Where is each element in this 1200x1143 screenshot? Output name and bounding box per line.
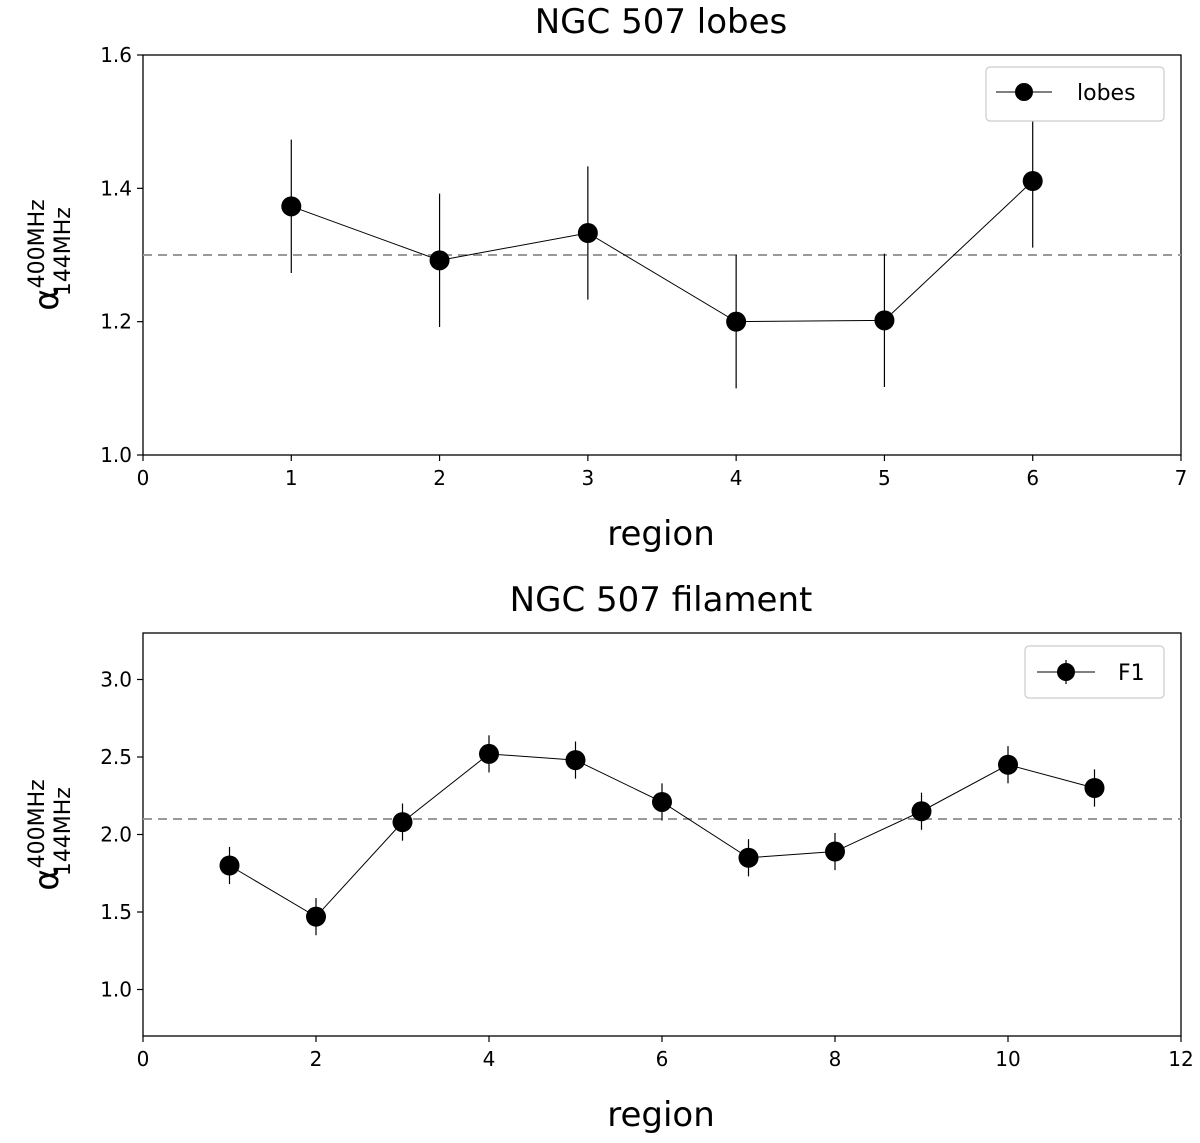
x-tick-label: 5 xyxy=(878,466,891,490)
y-axis-label: α400MHz144MHz xyxy=(25,199,76,311)
x-tick-label: 6 xyxy=(1026,466,1039,490)
y-tick-label: 1.6 xyxy=(100,43,132,67)
x-tick-label: 12 xyxy=(1168,1047,1193,1071)
x-axis-label: region xyxy=(607,514,715,554)
data-point xyxy=(738,847,759,868)
y-axis-label: α400MHz144MHz xyxy=(25,779,76,891)
y-tick-label: 2.0 xyxy=(100,823,132,847)
x-tick-label: 4 xyxy=(730,466,743,490)
data-point xyxy=(726,311,747,332)
x-tick-label: 6 xyxy=(656,1047,669,1071)
x-tick-label: 2 xyxy=(433,466,446,490)
y-tick-label: 1.0 xyxy=(100,443,132,467)
y-tick-label: 3.0 xyxy=(100,668,132,692)
legend-marker xyxy=(1015,83,1033,101)
y-tick-label: 1.0 xyxy=(100,978,132,1002)
x-tick-label: 7 xyxy=(1175,466,1188,490)
chart-title: NGC 507 lobes xyxy=(535,2,788,42)
chart-title: NGC 507 filament xyxy=(510,580,813,620)
data-point xyxy=(479,743,499,764)
y-tick-label: 2.5 xyxy=(100,745,132,769)
data-point xyxy=(1084,778,1105,798)
x-axis-label: region xyxy=(607,1095,715,1135)
data-point xyxy=(577,223,598,243)
data-series xyxy=(281,114,1043,389)
lobes-chart: NGC 507 lobes 0 1 2 3 4 5 6 7 1.0 1.2 1.4 1.6 regi… xyxy=(25,2,1187,554)
data-point xyxy=(306,906,326,927)
data-point xyxy=(219,855,240,876)
x-tick-label: 0 xyxy=(137,466,150,490)
series-line xyxy=(291,180,1034,323)
data-point xyxy=(911,801,932,822)
y-axis-ticks: 1.0 1.2 1.4 1.6 xyxy=(100,43,143,467)
data-point xyxy=(429,250,450,271)
y-tick-label: 1.5 xyxy=(100,900,132,924)
y-tick-label: 1.4 xyxy=(100,176,132,200)
data-point xyxy=(565,750,586,771)
x-tick-label: 4 xyxy=(483,1047,496,1071)
y-axis-label-sup: 400MHz xyxy=(25,199,50,288)
y-axis-label-sub: 144MHz xyxy=(51,207,76,296)
data-point xyxy=(874,310,895,331)
x-tick-label: 0 xyxy=(137,1047,150,1071)
x-tick-label: 10 xyxy=(995,1047,1020,1071)
legend-label: lobes xyxy=(1077,81,1136,106)
y-axis-label-base: α xyxy=(27,288,67,310)
x-axis-ticks: 0 1 2 3 4 5 6 7 xyxy=(137,455,1188,490)
filament-chart: NGC 507 filament 0 2 4 6 8 10 12 1.0 1.5 2.0 2.5 3… xyxy=(25,580,1194,1135)
legend-label: F1 xyxy=(1118,661,1145,686)
legend-box xyxy=(985,66,1165,122)
legend: lobes xyxy=(985,66,1165,122)
x-tick-label: 1 xyxy=(285,466,298,490)
y-axis-ticks: 1.0 1.5 2.0 2.5 3.0 xyxy=(100,668,143,1002)
y-axis-label-sub: 144MHz xyxy=(51,787,76,876)
y-axis-label-sup: 400MHz xyxy=(25,779,50,868)
data-series xyxy=(219,735,1105,936)
data-point xyxy=(1022,171,1043,191)
legend: F1 xyxy=(1024,645,1165,699)
data-point xyxy=(652,791,672,812)
x-tick-label: 8 xyxy=(829,1047,842,1071)
x-axis-ticks: 0 2 4 6 8 10 12 xyxy=(137,1036,1194,1071)
data-point xyxy=(825,841,845,862)
y-axis-label-base: α xyxy=(27,868,67,890)
data-point xyxy=(392,812,413,833)
legend-marker xyxy=(1057,663,1075,681)
x-tick-label: 3 xyxy=(581,466,594,490)
data-point xyxy=(281,196,302,217)
x-tick-label: 2 xyxy=(310,1047,323,1071)
y-tick-label: 1.2 xyxy=(100,310,132,334)
data-point xyxy=(998,754,1018,775)
